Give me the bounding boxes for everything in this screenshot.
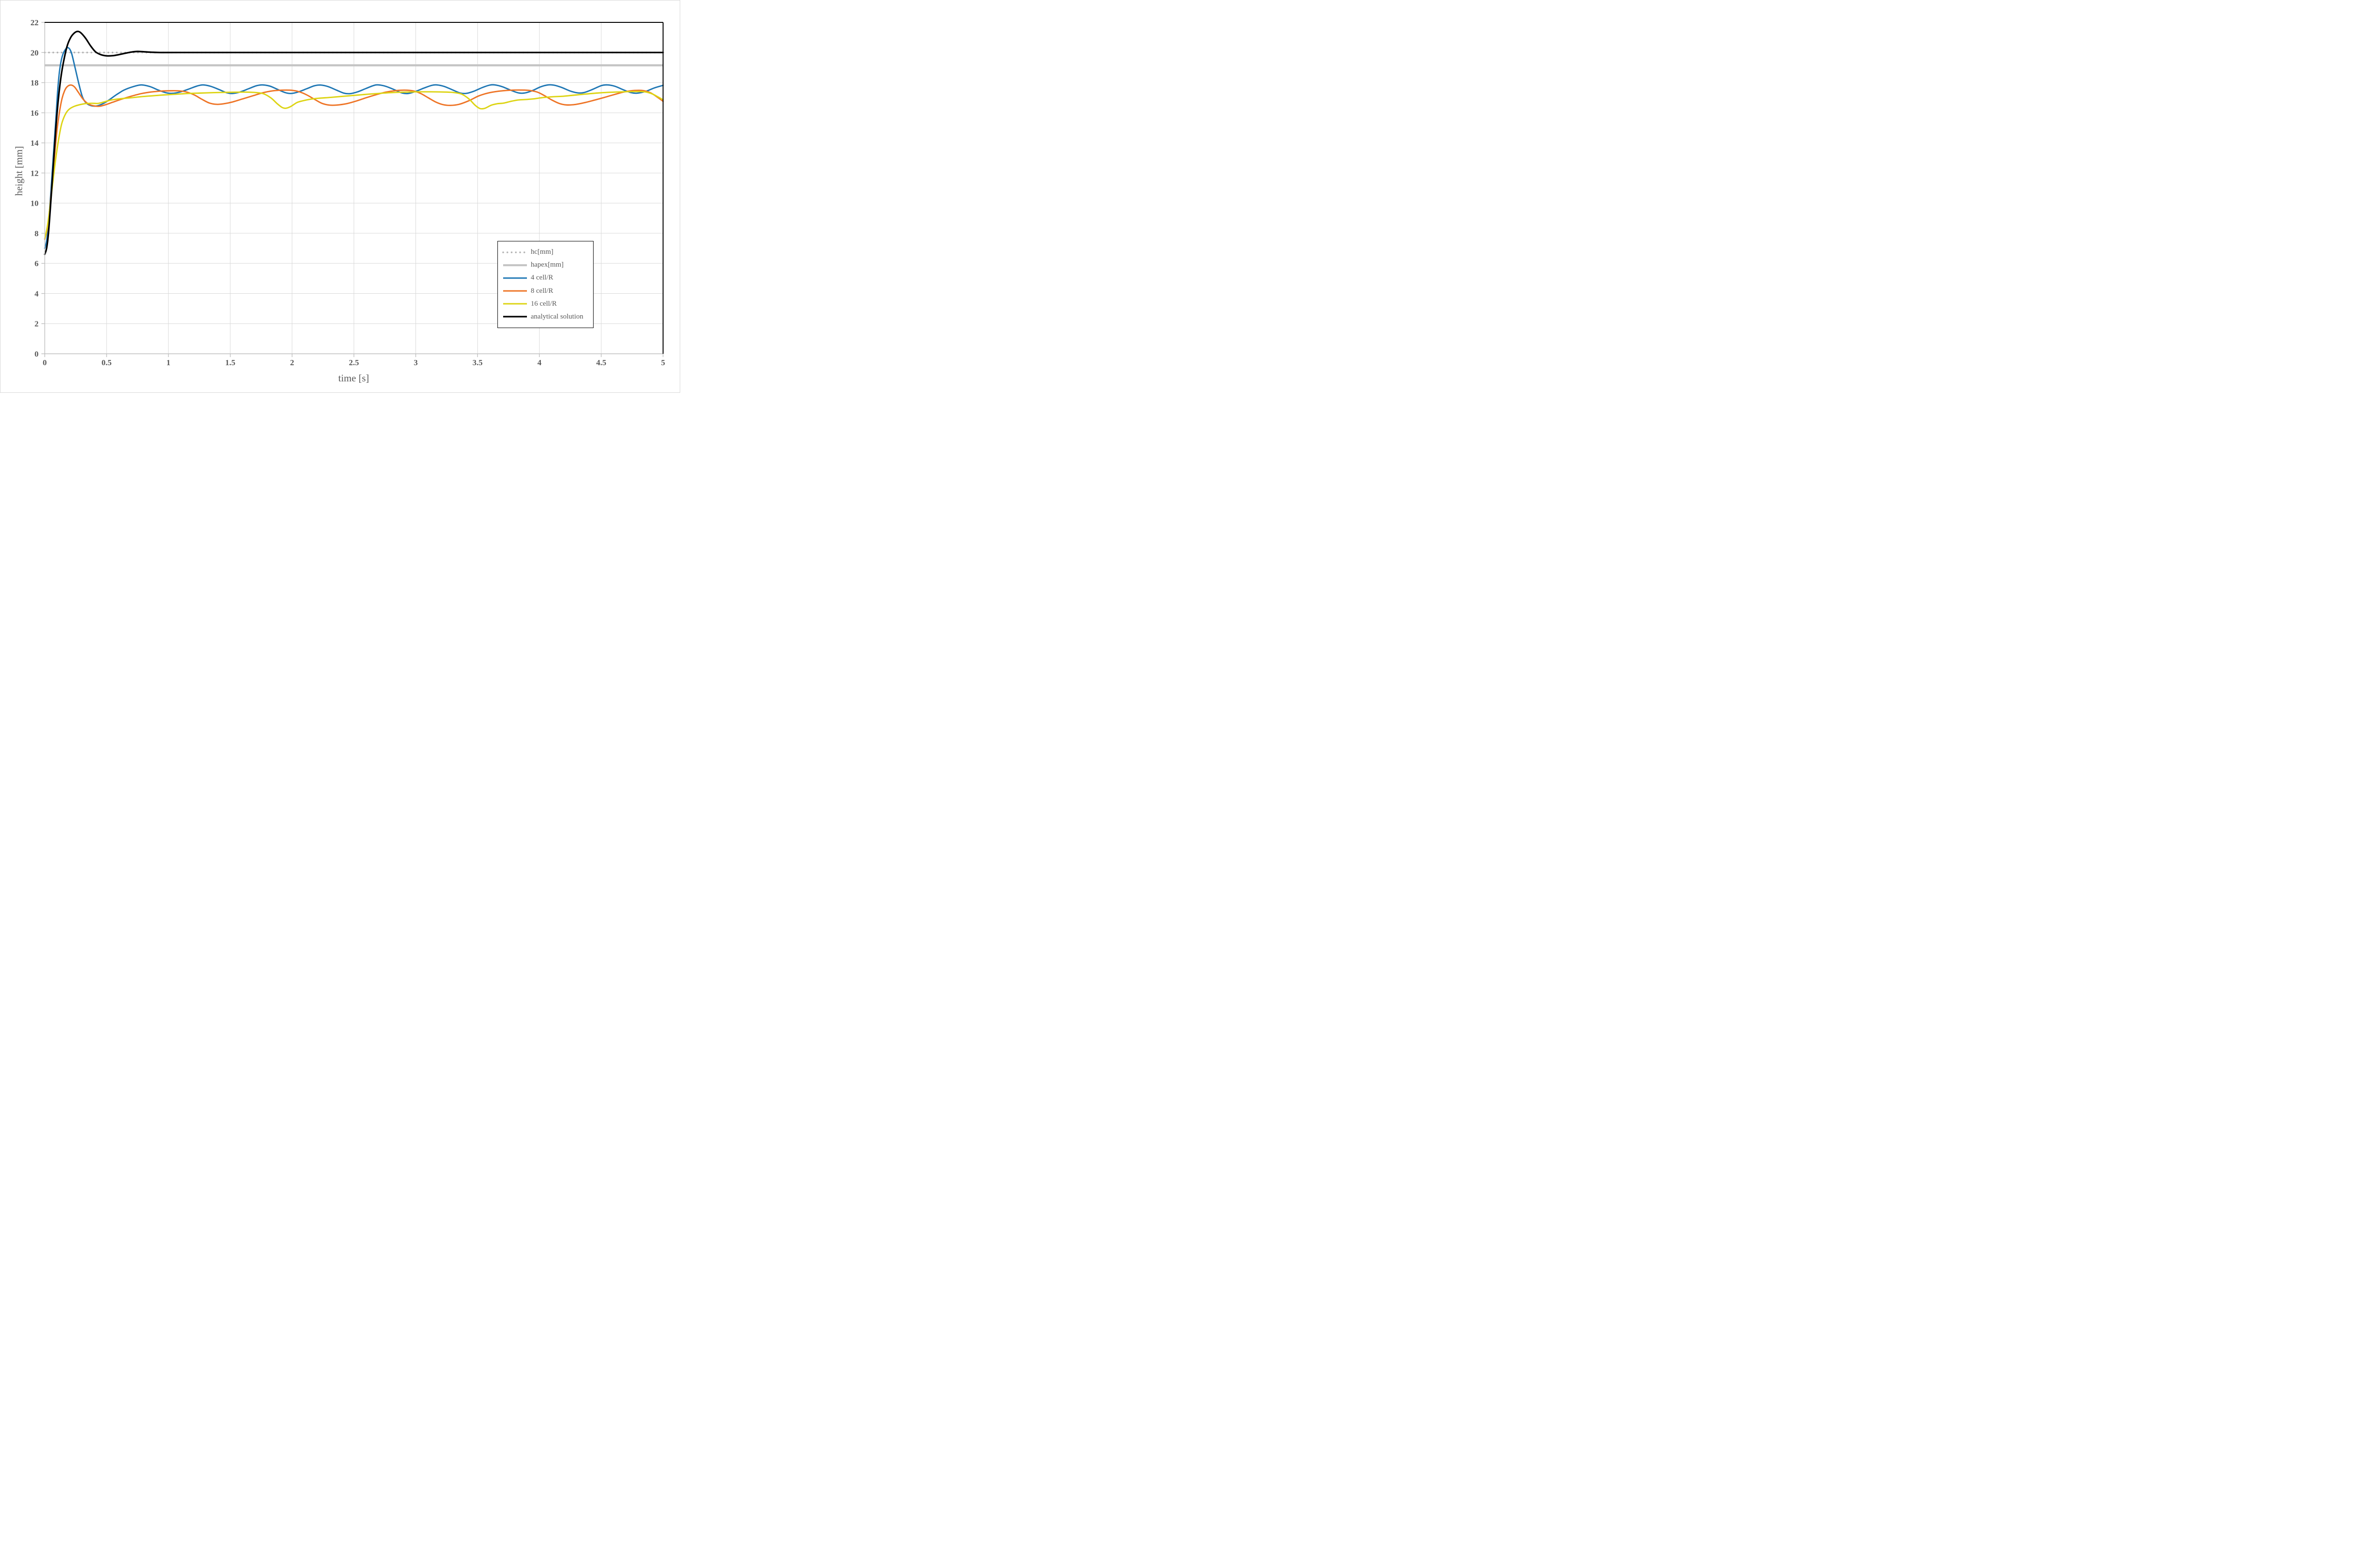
x-tick-label: 2 bbox=[290, 358, 294, 367]
legend-label-hapex-mm: hapex[mm] bbox=[531, 261, 564, 269]
y-tick-label: 8 bbox=[35, 229, 39, 238]
legend-swatch-hapex-mm bbox=[503, 264, 527, 266]
x-tick-label: 2.5 bbox=[349, 358, 359, 367]
x-tick-label: 3.5 bbox=[473, 358, 483, 367]
series-analytical-solution-line bbox=[44, 30, 664, 255]
gridlines bbox=[45, 22, 663, 354]
x-tick-label: 1 bbox=[167, 358, 171, 367]
legend: hc[mm] hapex[mm] 4 cell/R 8 cell/R 16 cell/R… bbox=[497, 241, 594, 328]
x-tick-label: 4.5 bbox=[596, 358, 606, 367]
legend-item-8-cell-r: 8 cell/R bbox=[502, 287, 591, 295]
x-tick-label: 3 bbox=[414, 358, 418, 367]
chart-container: 0 2 4 6 8 10 12 14 16 18 20 22 0 0.5 1 1.5 2 2.5 3 3.5 4 4.5 5… bbox=[0, 0, 680, 393]
legend-label-hc-mm: hc[mm] bbox=[531, 248, 554, 256]
x-tick-label: 0 bbox=[43, 358, 47, 367]
y-tick-label: 12 bbox=[30, 169, 39, 178]
legend-item-hapex-mm: hapex[mm] bbox=[502, 261, 591, 269]
legend-swatch-4-cell-r bbox=[503, 277, 527, 279]
series-8-cell-r-line bbox=[44, 84, 664, 240]
legend-swatch-analytical-solution bbox=[503, 316, 527, 318]
legend-label-8-cell-r: 8 cell/R bbox=[531, 287, 554, 295]
series-group bbox=[44, 30, 664, 255]
y-tick-label: 10 bbox=[30, 199, 39, 208]
x-tick-label: 5 bbox=[661, 358, 665, 367]
y-tick-label: 0 bbox=[35, 349, 39, 359]
legend-swatch-hc-mm bbox=[502, 251, 528, 253]
x-tick-label: 1.5 bbox=[225, 358, 235, 367]
legend-label-16-cell-r: 16 cell/R bbox=[531, 299, 557, 308]
legend-swatch-8-cell-r bbox=[503, 290, 527, 292]
x-tick-label: 0.5 bbox=[101, 358, 111, 367]
axis-ticks: 0 2 4 6 8 10 12 14 16 18 20 22 0 0.5 1 1.5 2 2.5 3 3.5 4 4.5 5 bbox=[30, 18, 665, 367]
legend-item-hc-mm: hc[mm] bbox=[502, 249, 591, 256]
x-axis-title: time [s] bbox=[338, 372, 369, 384]
x-tick-label: 4 bbox=[537, 358, 542, 367]
plot-area: 0 2 4 6 8 10 12 14 16 18 20 22 0 0.5 1 1.5 2 2.5 3 3.5 4 4.5 5 bbox=[30, 18, 665, 367]
y-tick-label: 6 bbox=[35, 259, 39, 268]
y-tick-label: 2 bbox=[35, 319, 39, 329]
y-tick-label: 4 bbox=[35, 289, 39, 298]
y-tick-label: 14 bbox=[30, 139, 39, 148]
y-tick-label: 16 bbox=[30, 109, 39, 118]
y-tick-label: 22 bbox=[30, 18, 39, 27]
series-16-cell-r-line bbox=[44, 90, 664, 240]
legend-label-analytical-solution: analytical solution bbox=[531, 312, 584, 320]
y-axis-title: height [mm] bbox=[13, 146, 25, 196]
plot-border bbox=[44, 22, 664, 354]
y-tick-label: 20 bbox=[30, 48, 39, 57]
y-tick-label: 18 bbox=[30, 79, 39, 88]
legend-item-16-cell-r: 16 cell/R bbox=[502, 300, 591, 308]
legend-label-4-cell-r: 4 cell/R bbox=[531, 274, 554, 282]
legend-item-4-cell-r: 4 cell/R bbox=[502, 274, 591, 281]
legend-swatch-16-cell-r bbox=[503, 303, 527, 305]
legend-item-analytical-solution: analytical solution bbox=[502, 313, 591, 320]
